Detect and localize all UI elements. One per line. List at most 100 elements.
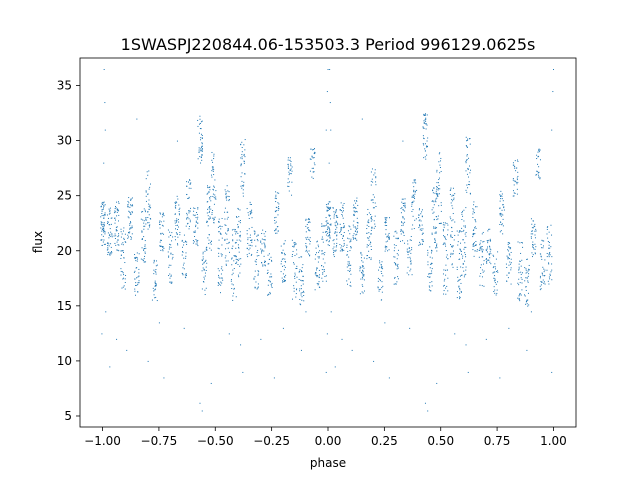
data-point <box>525 289 527 291</box>
data-point <box>130 198 132 200</box>
data-point <box>194 236 196 238</box>
data-point <box>436 171 438 173</box>
data-point <box>213 217 215 219</box>
data-point <box>467 183 469 185</box>
data-point <box>145 217 147 219</box>
data-point <box>469 165 470 167</box>
data-point <box>254 260 256 262</box>
data-point <box>299 303 301 305</box>
data-point <box>283 269 285 271</box>
data-point <box>347 250 349 252</box>
data-point <box>346 254 348 256</box>
data-point <box>367 208 369 210</box>
data-point <box>366 246 368 248</box>
data-point <box>436 227 438 229</box>
data-point <box>283 242 285 244</box>
data-point <box>105 311 107 313</box>
data-point <box>480 264 482 266</box>
data-point <box>207 225 209 227</box>
data-point <box>228 242 230 244</box>
data-point <box>284 258 286 260</box>
data-point <box>518 295 520 297</box>
data-point <box>201 288 203 290</box>
data-point <box>236 231 238 233</box>
data-point <box>170 275 172 277</box>
data-point <box>370 249 372 250</box>
data-point <box>217 282 219 284</box>
data-point <box>361 254 363 256</box>
data-point <box>356 221 358 223</box>
data-point <box>117 244 119 246</box>
data-point <box>202 263 204 265</box>
data-point <box>300 256 302 258</box>
data-point <box>221 237 223 239</box>
data-point <box>347 283 348 285</box>
data-point <box>427 410 429 412</box>
data-point <box>232 239 234 241</box>
data-point <box>291 181 293 183</box>
data-point <box>289 170 291 172</box>
data-point <box>254 276 256 278</box>
data-point <box>327 222 329 224</box>
data-point <box>330 224 332 226</box>
data-point <box>225 193 227 195</box>
data-point <box>467 139 469 141</box>
data-point <box>148 203 150 205</box>
data-point <box>118 214 120 216</box>
data-point <box>110 231 112 233</box>
data-point <box>316 276 318 278</box>
data-point <box>460 231 462 233</box>
data-point <box>181 240 183 242</box>
data-point <box>349 271 351 273</box>
data-point <box>518 268 520 270</box>
data-point <box>418 244 420 246</box>
data-point <box>268 258 270 260</box>
data-point <box>249 247 251 249</box>
data-point <box>239 209 241 211</box>
data-point <box>229 251 231 253</box>
data-point <box>195 239 197 241</box>
data-point <box>439 164 441 166</box>
data-point <box>326 209 328 211</box>
data-point <box>226 233 228 235</box>
data-point <box>360 278 362 280</box>
data-point <box>172 256 174 258</box>
data-point <box>465 273 467 275</box>
data-point <box>115 207 117 209</box>
data-point <box>167 229 169 231</box>
data-point <box>154 285 156 287</box>
data-point <box>237 260 239 262</box>
data-point <box>239 231 241 233</box>
data-point <box>134 290 136 292</box>
data-point <box>240 157 242 159</box>
data-point <box>235 296 237 298</box>
data-point <box>330 129 332 131</box>
data-point <box>354 200 356 202</box>
data-point <box>424 148 426 150</box>
data-point <box>385 233 387 235</box>
data-point <box>136 118 138 120</box>
data-point <box>205 247 207 249</box>
data-point <box>104 212 106 214</box>
data-point <box>212 193 214 195</box>
data-point <box>450 244 452 246</box>
data-point <box>483 240 485 242</box>
data-point <box>111 233 113 235</box>
data-point <box>141 247 143 249</box>
data-point <box>212 168 214 170</box>
data-point <box>116 338 118 340</box>
data-point <box>461 253 463 255</box>
data-point <box>215 198 217 200</box>
data-point <box>335 225 337 227</box>
data-point <box>290 161 292 163</box>
data-point <box>251 217 253 219</box>
data-point <box>192 240 194 242</box>
data-point <box>121 250 123 252</box>
data-point <box>348 256 350 258</box>
data-point <box>490 263 492 265</box>
data-point <box>436 187 438 189</box>
data-point <box>104 233 106 235</box>
data-point <box>220 273 222 275</box>
data-point <box>421 224 423 226</box>
data-point <box>518 298 520 300</box>
